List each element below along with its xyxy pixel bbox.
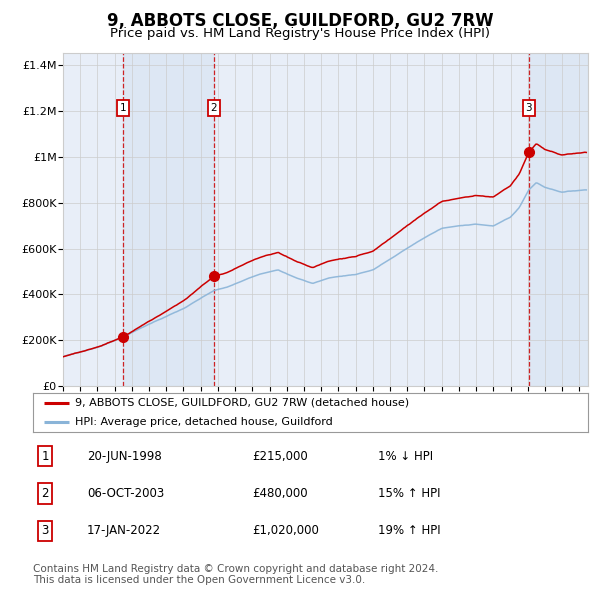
Text: 3: 3 [526, 103, 532, 113]
Text: 20-JUN-1998: 20-JUN-1998 [87, 450, 162, 463]
Text: 17-JAN-2022: 17-JAN-2022 [87, 524, 161, 537]
Text: 3: 3 [41, 524, 49, 537]
Text: 19% ↑ HPI: 19% ↑ HPI [378, 524, 440, 537]
Bar [529, 53, 588, 386]
Text: 15% ↑ HPI: 15% ↑ HPI [378, 487, 440, 500]
Bar [123, 53, 214, 386]
Text: £480,000: £480,000 [252, 487, 308, 500]
Text: 9, ABBOTS CLOSE, GUILDFORD, GU2 7RW (detached house): 9, ABBOTS CLOSE, GUILDFORD, GU2 7RW (det… [74, 398, 409, 408]
Text: £215,000: £215,000 [252, 450, 308, 463]
Text: 2: 2 [41, 487, 49, 500]
Text: £1,020,000: £1,020,000 [252, 524, 319, 537]
Text: 2: 2 [211, 103, 217, 113]
Text: 9, ABBOTS CLOSE, GUILDFORD, GU2 7RW: 9, ABBOTS CLOSE, GUILDFORD, GU2 7RW [107, 12, 493, 30]
Text: 1% ↓ HPI: 1% ↓ HPI [378, 450, 433, 463]
Text: 1: 1 [119, 103, 126, 113]
Text: Contains HM Land Registry data © Crown copyright and database right 2024.
This d: Contains HM Land Registry data © Crown c… [33, 563, 439, 585]
Text: 1: 1 [41, 450, 49, 463]
Text: HPI: Average price, detached house, Guildford: HPI: Average price, detached house, Guil… [74, 417, 332, 427]
Text: Price paid vs. HM Land Registry's House Price Index (HPI): Price paid vs. HM Land Registry's House … [110, 27, 490, 40]
Text: 06-OCT-2003: 06-OCT-2003 [87, 487, 164, 500]
